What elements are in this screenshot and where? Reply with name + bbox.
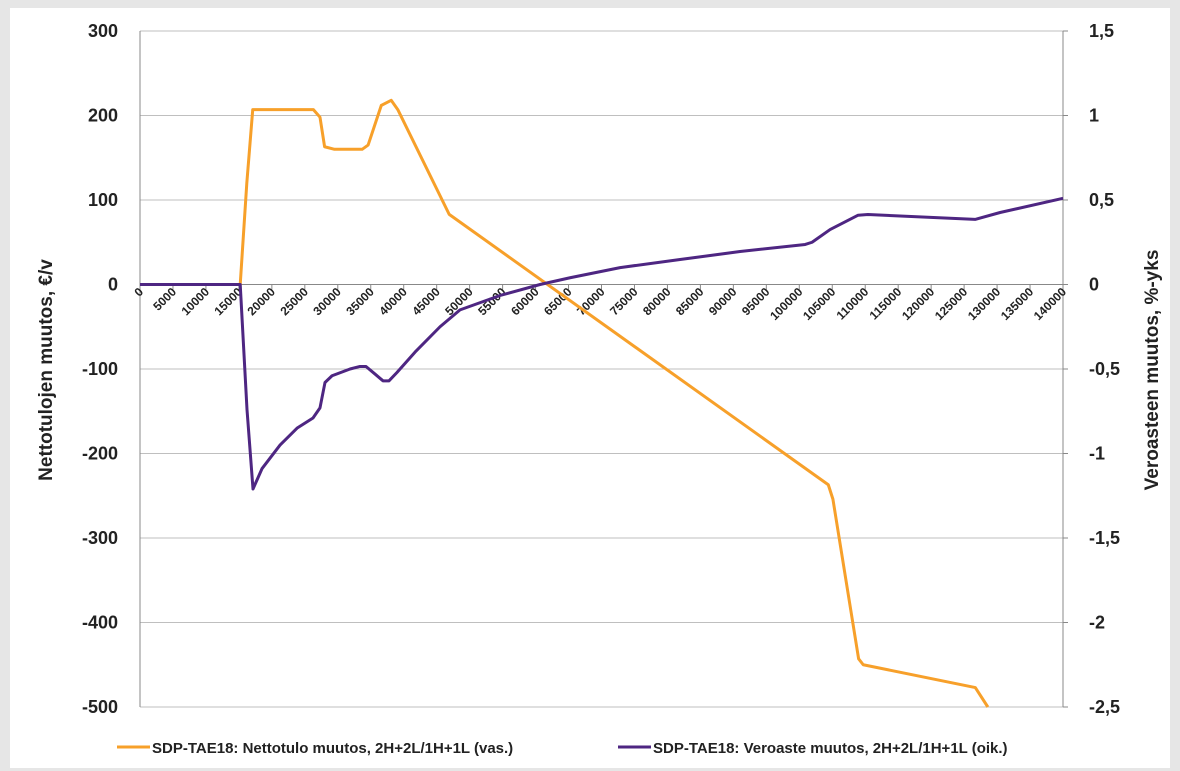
y2-tick-label: -2,5 <box>1089 697 1120 717</box>
y2-axis-title: Veroasteen muutos, %-yks <box>1142 250 1163 491</box>
y2-tick-label: 0 <box>1089 275 1099 295</box>
y-tick-label: 100 <box>88 190 118 210</box>
legend-label: SDP-TAE18: Nettotulo muutos, 2H+2L/1H+1L… <box>152 740 513 757</box>
y-axis-title: Nettotulojen muutos, €/v <box>36 259 57 481</box>
series-line <box>140 98 990 708</box>
y2-tick-label: -1,5 <box>1089 528 1120 548</box>
y2-tick-label: -2 <box>1089 613 1105 633</box>
y2-tick-label: 1,5 <box>1089 21 1114 41</box>
y2-tick-label: 0,5 <box>1089 190 1114 210</box>
y2-tick-label: 1 <box>1089 106 1099 126</box>
y-tick-label: -500 <box>82 697 118 717</box>
series-line <box>140 196 1064 491</box>
y-tick-label: 0 <box>108 275 118 295</box>
y-tick-label: -400 <box>82 613 118 633</box>
chart-background <box>10 8 1170 768</box>
y-tick-label: 300 <box>88 21 118 41</box>
y-tick-label: -300 <box>82 528 118 548</box>
y-tick-label: -200 <box>82 444 118 464</box>
y-tick-label: -100 <box>82 359 118 379</box>
y2-tick-label: -0,5 <box>1089 359 1120 379</box>
y-tick-label: 200 <box>88 106 118 126</box>
y2-tick-label: -1 <box>1089 444 1105 464</box>
legend-label: SDP-TAE18: Veroaste muutos, 2H+2L/1H+1L … <box>653 740 1008 757</box>
